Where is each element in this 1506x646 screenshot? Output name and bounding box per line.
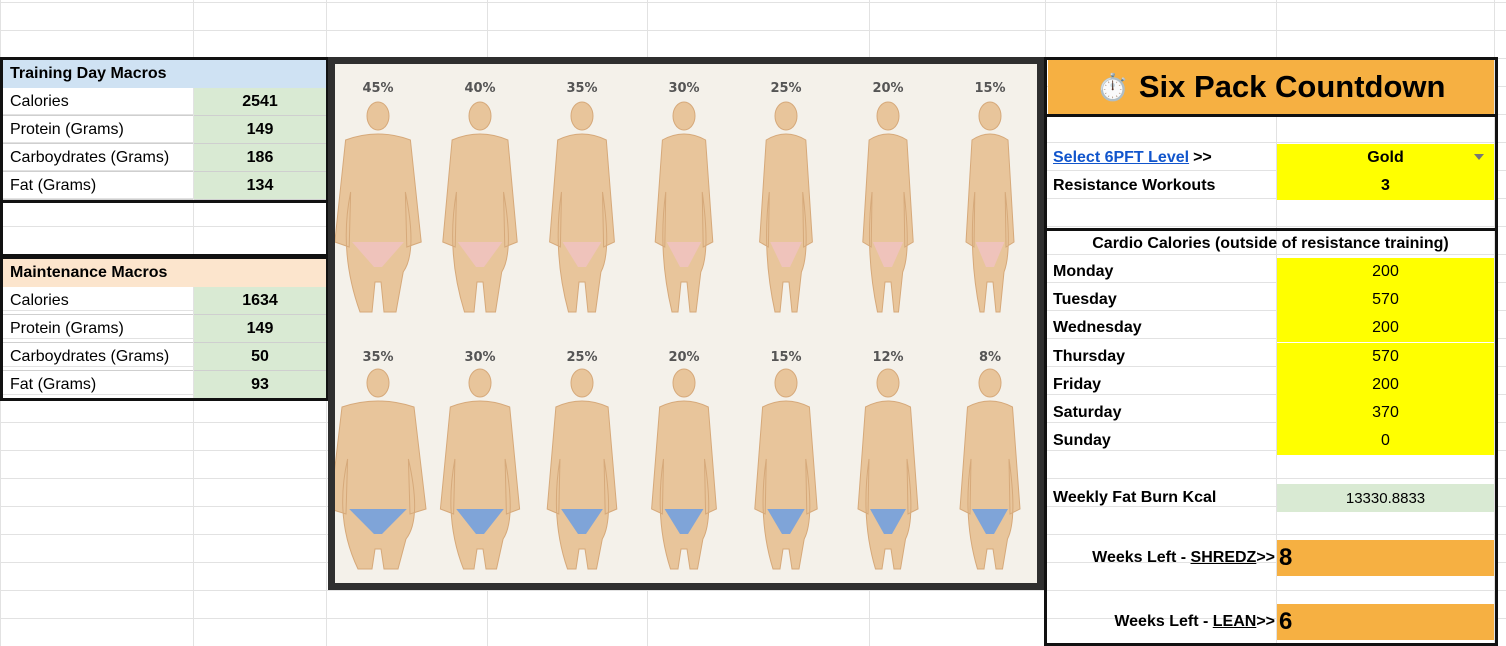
lean-value: 6 xyxy=(1279,608,1293,635)
female-pct-label: 15% xyxy=(974,81,1005,96)
day-label: Sunday xyxy=(1053,432,1111,450)
stopwatch-icon: ⏱️ xyxy=(1096,71,1129,102)
maintenance-label[interactable]: Fat (Grams) xyxy=(3,371,193,399)
training-label[interactable]: Protein (Grams) xyxy=(3,116,193,144)
maintenance-label[interactable]: Protein (Grams) xyxy=(3,315,193,343)
female-figure xyxy=(549,101,615,313)
male-figure xyxy=(546,368,618,570)
female-pct-label: 35% xyxy=(566,81,597,96)
shredz-suffix: >> xyxy=(1256,549,1275,566)
day-label: Friday xyxy=(1053,375,1102,393)
maintenance-label[interactable]: Calories xyxy=(3,287,193,315)
male-figure xyxy=(857,368,919,570)
body-figures: 45% 35% 40% 30% 35% 25% 30% 20% 25% 15% 20% 12% 15% 8… xyxy=(329,81,1021,570)
training-label[interactable]: Calories xyxy=(3,88,193,116)
male-figure xyxy=(651,368,717,570)
male-pct-label: 20% xyxy=(668,350,699,365)
resistance-label: Resistance Workouts xyxy=(1053,177,1216,194)
day-label: Saturday xyxy=(1053,404,1122,421)
grid-col-line xyxy=(326,0,327,646)
training-value[interactable]: 186 xyxy=(194,144,326,172)
shredz-word: SHREDZ xyxy=(1190,549,1257,566)
weekly-value[interactable]: 13330.8833 xyxy=(1277,484,1494,512)
day-cardio-input[interactable]: 200 xyxy=(1277,314,1494,343)
grid-col-line xyxy=(1494,0,1495,646)
maintenance-value[interactable]: 149 xyxy=(194,315,326,343)
female-figure xyxy=(862,101,914,313)
day-cardio-input[interactable]: 570 xyxy=(1277,286,1494,315)
female-pct-label: 40% xyxy=(464,81,495,96)
resistance-input[interactable]: 3 xyxy=(1277,172,1494,200)
day-cardio-input[interactable]: 570 xyxy=(1277,342,1494,371)
countdown-title: Six Pack Countdown xyxy=(1138,69,1446,104)
day-cardio-input[interactable]: 200 xyxy=(1277,258,1494,286)
shredz-value-cell[interactable]: 8 xyxy=(1277,540,1494,576)
day-cardio-input[interactable]: 200 xyxy=(1277,370,1494,399)
female-pct-label: 45% xyxy=(362,81,393,96)
lean-prefix: Weeks Left - xyxy=(1114,613,1209,630)
male-figure xyxy=(754,368,818,570)
grid-col-line xyxy=(1276,0,1277,646)
training-label[interactable]: Carboydrates (Grams) xyxy=(3,144,193,172)
lean-word: LEAN xyxy=(1212,613,1257,630)
body-fat-chart-image[interactable]: 45% 35% 40% 30% 35% 25% 30% 20% 25% 15% 20% 12% 15% 8… xyxy=(328,57,1044,590)
maintenance-value[interactable]: 1634 xyxy=(194,287,326,315)
training-value[interactable]: 134 xyxy=(194,172,326,200)
female-pct-label: 25% xyxy=(770,81,801,96)
maintenance-header[interactable]: Maintenance Macros xyxy=(3,259,326,287)
grid-col-line xyxy=(193,0,194,646)
male-pct-label: 25% xyxy=(566,350,597,365)
male-pct-label: 12% xyxy=(872,350,903,365)
lean-suffix: >> xyxy=(1256,613,1275,630)
male-pct-label: 30% xyxy=(464,350,495,365)
day-label: Thursday xyxy=(1053,347,1126,365)
select-level-link[interactable]: Select 6PFT Level xyxy=(1053,149,1190,166)
training-value[interactable]: 2541 xyxy=(194,88,326,116)
maintenance-label[interactable]: Carboydrates (Grams) xyxy=(3,343,193,371)
day-label: Wednesday xyxy=(1053,319,1142,337)
maintenance-value[interactable]: 50 xyxy=(194,343,326,371)
male-figure xyxy=(959,368,1021,570)
dropdown-arrow-icon[interactable] xyxy=(1474,154,1484,160)
countdown-title-cell[interactable]: ⏱️ Six Pack Countdown xyxy=(1048,60,1494,114)
body-fat-chart-inner: 45% 35% 40% 30% 35% 25% 30% 20% 25% 15% 20% 12% 15% 8… xyxy=(329,64,1037,583)
male-pct-label: 15% xyxy=(770,350,801,365)
female-figure xyxy=(334,101,422,313)
female-figure xyxy=(442,101,518,313)
lean-value-cell[interactable]: 6 xyxy=(1277,604,1494,640)
training-header[interactable]: Training Day Macros xyxy=(3,60,326,88)
shredz-label: Weeks Left - SHREDZ >> xyxy=(1046,540,1277,576)
training-value[interactable]: 149 xyxy=(194,116,326,144)
male-figure xyxy=(439,368,521,570)
female-figure xyxy=(965,101,1015,313)
training-label[interactable]: Fat (Grams) xyxy=(3,172,193,200)
day-label: Monday xyxy=(1053,263,1114,280)
day-cardio-input[interactable]: 370 xyxy=(1277,399,1494,427)
female-figure xyxy=(759,101,813,313)
shredz-value: 8 xyxy=(1279,544,1293,571)
weekly-label: Weekly Fat Burn Kcal xyxy=(1053,489,1217,506)
male-pct-label: 35% xyxy=(362,350,393,365)
cardio-top-border xyxy=(1044,228,1498,231)
male-pct-label: 8% xyxy=(979,350,1001,365)
cardio-header: Cardio Calories (outside of resistance t… xyxy=(1092,234,1449,252)
male-figure xyxy=(329,368,427,570)
female-pct-label: 30% xyxy=(668,81,699,96)
level-select[interactable]: Gold xyxy=(1277,144,1494,172)
lean-label: Weeks Left - LEAN >> xyxy=(1046,604,1277,640)
day-cardio-input[interactable]: 0 xyxy=(1277,427,1494,456)
day-label: Tuesday xyxy=(1053,291,1117,309)
shredz-prefix: Weeks Left - xyxy=(1092,549,1187,566)
level-arrow: >> xyxy=(1193,149,1212,166)
maintenance-value[interactable]: 93 xyxy=(194,371,326,399)
level-value: Gold xyxy=(1367,149,1404,166)
female-pct-label: 20% xyxy=(872,81,903,96)
level-label-cell: Select 6PFT Level >> xyxy=(1046,144,1276,172)
female-figure xyxy=(654,101,714,313)
